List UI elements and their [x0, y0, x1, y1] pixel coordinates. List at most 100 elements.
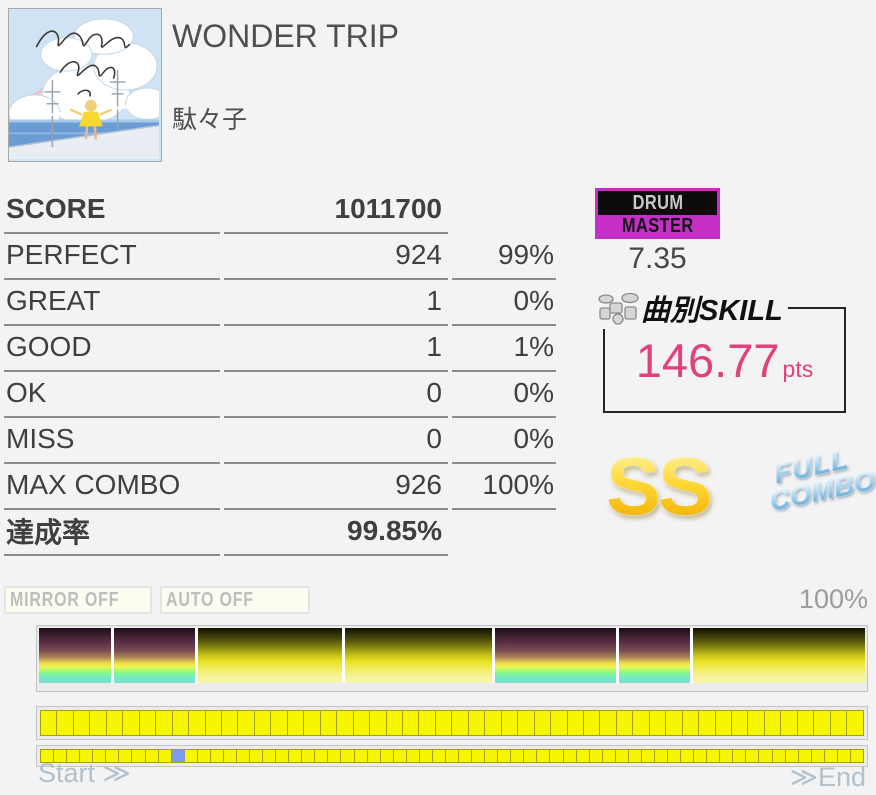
- timeline-cell: [223, 750, 237, 762]
- skill-unit: pts: [782, 356, 814, 382]
- timeline-cell: [633, 711, 650, 735]
- timeline-cell: [452, 711, 469, 735]
- timeline-cell: [600, 711, 617, 735]
- timeline-cell: [563, 750, 577, 762]
- timeline-cell: [468, 711, 486, 735]
- timeline-cell: [386, 711, 403, 735]
- graph-segment: [692, 628, 865, 683]
- timeline-cell: [785, 750, 799, 762]
- table-row-miss: MISS 0 0%: [4, 416, 556, 464]
- stat-value: 926: [224, 462, 448, 510]
- stat-value: 0: [224, 416, 448, 464]
- timeline-cell: [304, 711, 321, 735]
- timeline-cell: [93, 750, 107, 762]
- timeline-cell: [210, 750, 224, 762]
- table-row-score: SCORE 1011700: [4, 187, 556, 234]
- timeline-cell: [119, 750, 133, 762]
- stat-label: GOOD: [4, 324, 220, 372]
- timeline-cell: [132, 750, 146, 762]
- stat-label: MISS: [4, 416, 220, 464]
- timeline-cell: [393, 750, 407, 762]
- section-graph-strip: [39, 628, 865, 683]
- timeline-cell: [367, 750, 381, 762]
- rank-badge: SS: [606, 441, 712, 532]
- skill-box: 曲別SKILL 146.77 pts: [597, 287, 846, 413]
- timeline-cell: [534, 711, 552, 735]
- timeline-cell: [772, 750, 786, 762]
- graph-segment: [344, 628, 493, 683]
- timeline-cell: [354, 750, 368, 762]
- timeline-cell: [250, 750, 264, 762]
- drum-kit-icon: [598, 292, 639, 325]
- auto-toggle-button[interactable]: AUTO OFF: [160, 586, 310, 614]
- timeline-cell: [158, 750, 172, 762]
- timeline-cell: [567, 711, 584, 735]
- timeline-cell: [276, 750, 290, 762]
- timeline-cell: [732, 711, 749, 735]
- timeline-cell: [733, 750, 747, 762]
- difficulty-instrument: DRUM: [598, 191, 717, 215]
- timeline-cell: [41, 711, 58, 735]
- timeline-bar-notes: [36, 706, 868, 740]
- timeline-cell: [432, 750, 446, 762]
- timeline-cell: [668, 750, 682, 762]
- timeline-cell: [106, 750, 120, 762]
- timeline-cell: [837, 750, 851, 762]
- timeline-cell: [589, 750, 603, 762]
- skill-value: 146.77: [635, 334, 780, 387]
- timeline-cell: [73, 711, 91, 735]
- timeline-cell: [814, 711, 831, 735]
- timeline-cell: [54, 750, 68, 762]
- song-artist: 駄々子: [172, 106, 248, 134]
- timeline-cell: [524, 750, 538, 762]
- timeline-cell: [123, 711, 140, 735]
- timeline-cell: [682, 711, 700, 735]
- difficulty-grade: MASTER: [621, 215, 694, 237]
- timeline-cell: [189, 711, 206, 735]
- timeline-cell: [616, 711, 634, 735]
- timeline-cell: [145, 750, 159, 762]
- timeline-cell: [485, 711, 502, 735]
- timeline-cell: [602, 750, 616, 762]
- timeline-cell: [798, 750, 812, 762]
- timeline-cell: [380, 750, 394, 762]
- timeline-cell: [824, 750, 838, 762]
- table-row-perfect: PERFECT 924 99%: [4, 232, 556, 280]
- table-row-great: GREAT 1 0%: [4, 279, 556, 326]
- timeline-end-label: ≫End: [789, 762, 866, 792]
- timeline-cell: [615, 750, 629, 762]
- timeline-cell: [287, 711, 305, 735]
- timeline-cell: [654, 750, 668, 762]
- timeline-bar2-strip: [40, 749, 864, 763]
- album-art-image: [0, 9, 170, 159]
- timeline-cell: [781, 711, 798, 735]
- timeline-cell: [707, 750, 721, 762]
- timeline-cell: [501, 711, 519, 735]
- timeline-cell: [236, 750, 250, 762]
- timeline-cell: [681, 750, 695, 762]
- timeline-cell: [551, 711, 568, 735]
- table-row-max-combo: MAX COMBO 926 100%: [4, 462, 556, 510]
- timeline-cell-highlight: [171, 750, 185, 762]
- timeline-cell: [238, 711, 255, 735]
- timeline-cell: [472, 750, 486, 762]
- stat-value: 99.85%: [224, 508, 448, 556]
- timeline-cell: [628, 750, 642, 762]
- timeline-cell: [197, 750, 211, 762]
- section-graph: [36, 625, 868, 692]
- mirror-toggle-button[interactable]: MIRROR OFF: [4, 586, 152, 614]
- graph-segment: [198, 628, 342, 683]
- timeline-cell: [337, 711, 354, 735]
- timeline-cell: [254, 711, 272, 735]
- timeline-cell: [221, 711, 239, 735]
- timeline-cell: [445, 750, 459, 762]
- timeline-cell: [485, 750, 499, 762]
- stat-label: PERFECT: [4, 232, 220, 280]
- stat-value: 924: [224, 232, 448, 280]
- timeline-cell: [67, 750, 81, 762]
- timeline-cell: [518, 711, 535, 735]
- graph-segment: [619, 628, 690, 683]
- stat-label: 達成率: [4, 508, 220, 556]
- timeline-cell: [341, 750, 355, 762]
- timeline-cell: [263, 750, 277, 762]
